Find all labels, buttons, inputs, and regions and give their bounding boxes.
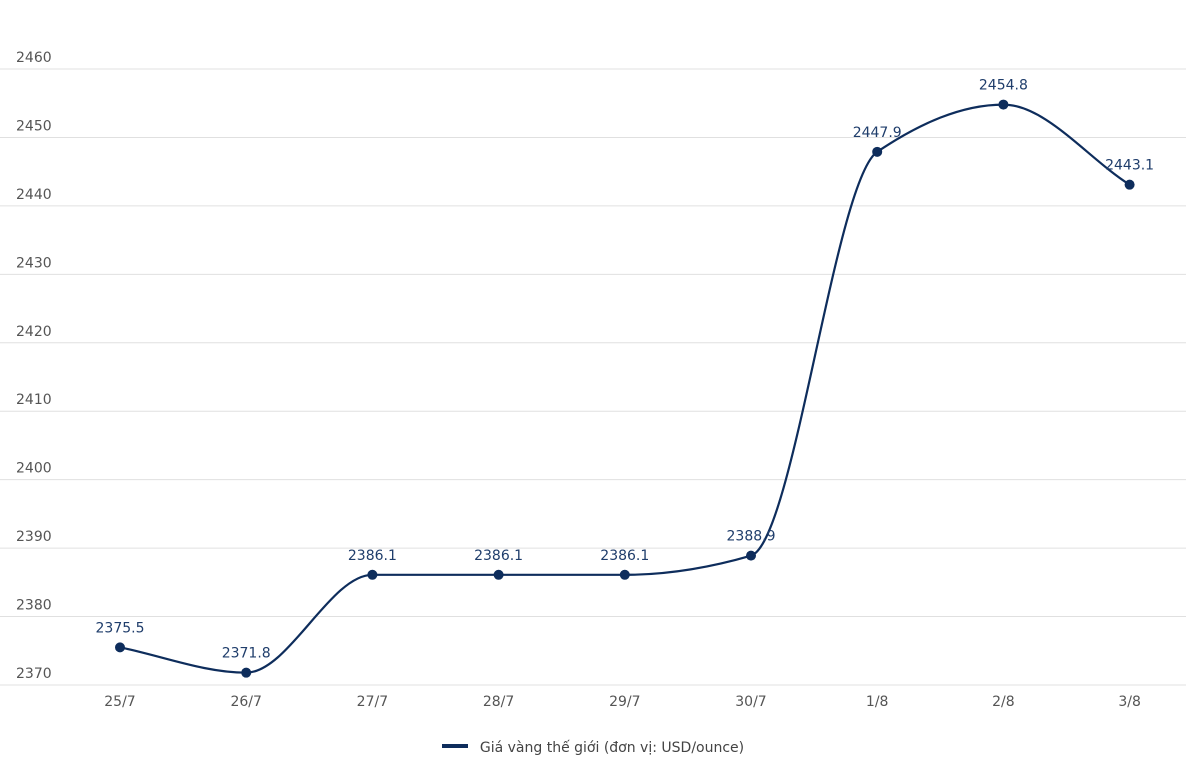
data-label: 2447.9 [853, 125, 902, 141]
x-tick-label: 2/8 [992, 694, 1015, 710]
x-tick-label: 27/7 [357, 694, 388, 710]
data-point [241, 667, 252, 678]
y-axis-ticks: 2370 2380 2390 2400 2410 2420 2430 2440 2450 2460 [16, 50, 52, 682]
x-tick-label: 25/7 [104, 694, 135, 710]
x-tick-label: 3/8 [1118, 694, 1141, 710]
series-line [119, 103, 1131, 674]
y-tick-label: 2380 [16, 598, 52, 614]
y-tick-label: 2460 [16, 50, 52, 66]
legend-swatch [441, 744, 468, 748]
legend: Giá vàng thế giới (đơn vị: USD/ounce) [0, 740, 1186, 756]
x-tick-label: 30/7 [735, 694, 766, 710]
legend-label: Giá vàng thế giới (đơn vị: USD/ounce) [479, 740, 745, 756]
data-label: 2386.1 [600, 548, 649, 564]
x-tick-label: 1/8 [866, 694, 889, 710]
data-point [998, 99, 1009, 110]
data-label: 2388.9 [727, 529, 776, 545]
data-points [115, 99, 1135, 678]
y-tick-label: 2410 [16, 392, 52, 408]
data-point [367, 569, 378, 580]
data-label: 2386.1 [348, 548, 397, 564]
x-tick-label: 28/7 [483, 694, 514, 710]
data-label: 2386.1 [474, 548, 523, 564]
y-tick-label: 2440 [16, 187, 52, 203]
x-tick-label: 29/7 [609, 694, 640, 710]
data-point [619, 569, 630, 580]
data-label: 2375.5 [96, 620, 145, 636]
x-tick-label: 26/7 [230, 694, 261, 710]
data-point [746, 550, 756, 561]
data-point [872, 146, 883, 157]
data-label: 2443.1 [1105, 158, 1154, 174]
y-tick-label: 2390 [16, 529, 52, 545]
y-tick-label: 2420 [16, 324, 52, 340]
data-label: 2454.8 [979, 78, 1028, 94]
x-axis-ticks: 25/7 26/7 27/7 28/7 29/7 30/7 1/8 2/8 3/8 [104, 694, 1141, 710]
data-label: 2371.8 [222, 646, 271, 662]
grid-lines [0, 68, 1186, 686]
y-tick-label: 2370 [16, 666, 52, 682]
data-point [115, 642, 125, 653]
data-point [493, 569, 504, 580]
y-tick-label: 2450 [16, 118, 52, 134]
data-point [1124, 179, 1135, 190]
y-tick-label: 2430 [16, 255, 52, 271]
y-tick-label: 2400 [16, 461, 52, 477]
data-labels: 2375.5 2371.8 2386.1 2386.1 2386.1 2388.9 2447… [96, 78, 1155, 662]
